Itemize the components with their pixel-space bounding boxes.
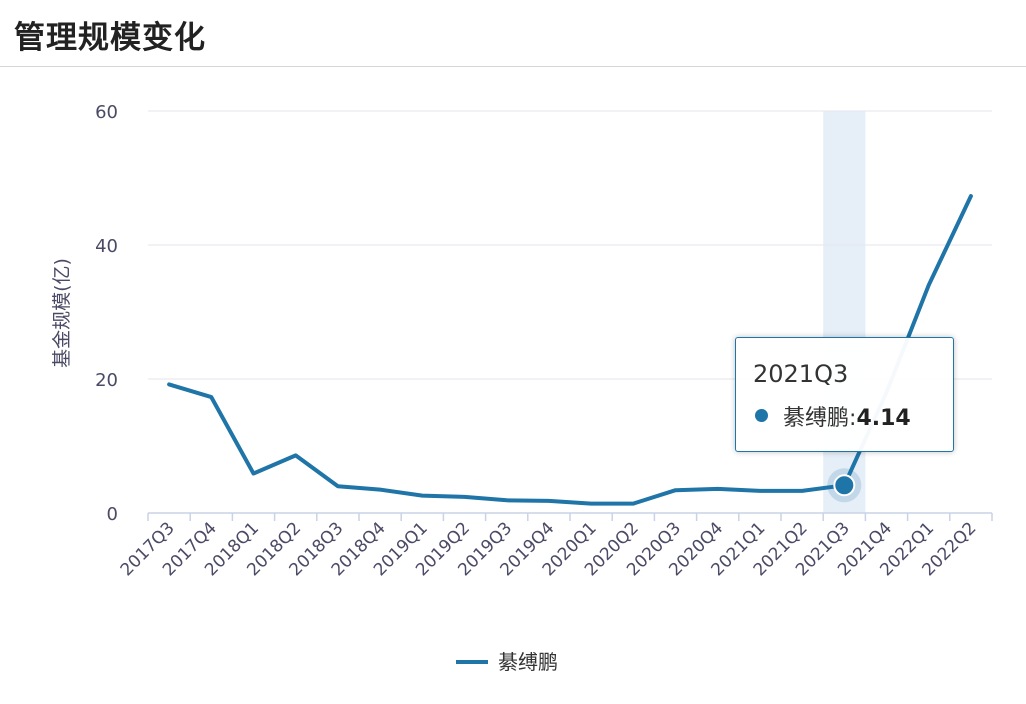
highlight-point	[833, 474, 856, 497]
section-title: 管理规模变化	[14, 20, 206, 56]
tooltip-separator: :	[849, 406, 857, 431]
section-header: 管理规模变化	[0, 0, 1026, 67]
tooltip-series-name: 綦缚鹏	[783, 406, 850, 431]
y-axis-label: 基金规模(亿)	[51, 258, 73, 368]
y-tick-label: 0	[107, 504, 118, 525]
y-tick-label: 60	[95, 102, 118, 123]
legend-label: 綦缚鹏	[498, 650, 558, 674]
y-tick-label: 40	[95, 236, 118, 257]
line-chart: 02040602017Q32017Q42018Q12018Q22018Q3201…	[51, 102, 993, 674]
chart-tooltip: 2021Q3 綦缚鹏:4.14	[735, 337, 954, 452]
tooltip-value: 4.14	[856, 406, 911, 431]
tooltip-title: 2021Q3	[753, 360, 849, 388]
tooltip-row: 綦缚鹏:4.14	[783, 400, 911, 432]
y-tick-label: 20	[95, 370, 118, 391]
tooltip-series-dot	[755, 409, 768, 422]
